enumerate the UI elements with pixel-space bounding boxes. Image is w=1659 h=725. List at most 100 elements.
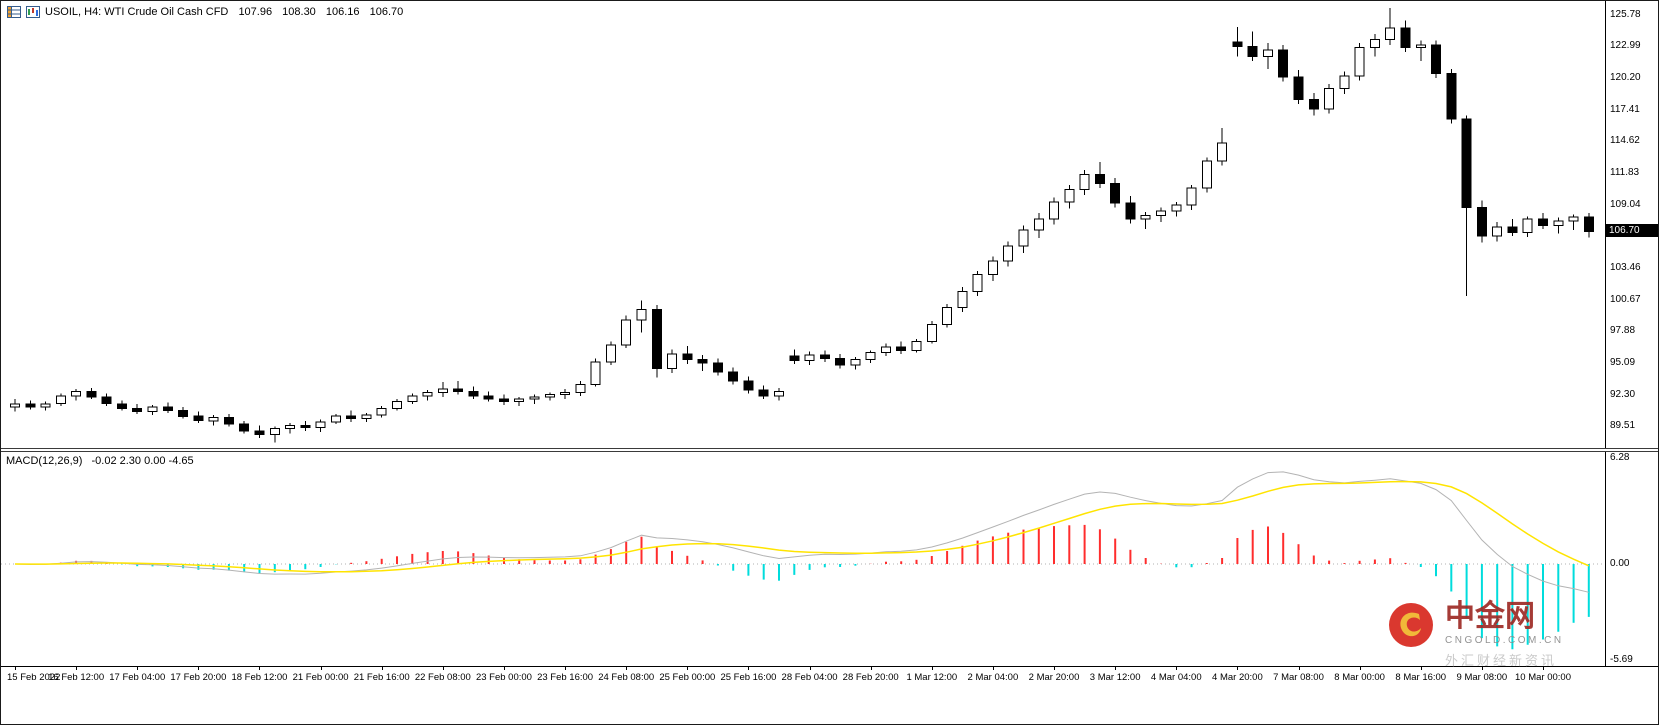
- time-axis[interactable]: 15 Feb 2022 16 Feb 12:00 17 Feb 04:00 17 Fe…: [1, 666, 1658, 689]
- candle: [865, 350, 876, 363]
- price-axis-label: 114.62: [1610, 135, 1640, 147]
- time-axis-label: 7 Mar 08:00: [1273, 672, 1324, 683]
- price-axis-label: 95.09: [1610, 357, 1636, 369]
- candle: [300, 420, 311, 431]
- macd-line: [14, 471, 1589, 593]
- time-axis-tick: [76, 667, 78, 670]
- candle: [1064, 184, 1075, 209]
- table-icon[interactable]: [7, 6, 21, 18]
- candle: [1003, 241, 1014, 267]
- time-axis-tick: [870, 667, 872, 670]
- candle: [86, 387, 97, 400]
- time-axis-tick: [198, 667, 200, 670]
- candle: [25, 400, 36, 410]
- candle: [499, 394, 509, 405]
- candle: [1446, 69, 1457, 124]
- candle: [117, 400, 127, 411]
- candle: [1339, 71, 1350, 94]
- macd-chart[interactable]: [1, 452, 1605, 666]
- close-value: 106.70: [369, 6, 404, 18]
- candle: [1201, 157, 1212, 193]
- candle: [1094, 162, 1105, 189]
- candle: [453, 381, 464, 395]
- time-axis-label: 17 Feb 20:00: [170, 672, 227, 683]
- candle: [269, 426, 280, 443]
- chart-title: USOIL, H4: WTI Crude Oil Cash CFD 107.96…: [45, 6, 403, 18]
- candle: [254, 425, 265, 438]
- indicator-axis[interactable]: 6.28 0.00 -5.69: [1605, 452, 1657, 666]
- candle: [422, 390, 433, 401]
- candle: [605, 341, 616, 366]
- candle: [1568, 214, 1579, 231]
- current-price-tag: 106.70: [1606, 224, 1658, 238]
- candle: [1110, 178, 1121, 208]
- time-axis-label: 28 Feb 04:00: [781, 672, 838, 683]
- time-axis-tick: [442, 667, 444, 670]
- candle: [575, 381, 586, 396]
- candle: [1354, 43, 1365, 81]
- candle: [392, 399, 402, 411]
- candle: [850, 357, 861, 370]
- indicator-axis-label: 0.00: [1610, 557, 1630, 569]
- candle: [804, 351, 815, 366]
- candle: [376, 406, 387, 418]
- time-axis-tick: [15, 667, 16, 670]
- macd-panel[interactable]: MACD(12,26,9) -0.02 2.30 0.00 -4.65: [1, 452, 1605, 666]
- time-axis-tick: [1054, 667, 1056, 670]
- candle: [1583, 213, 1594, 238]
- bottom-margin: [1, 689, 1658, 724]
- high-value: 108.30: [282, 6, 316, 18]
- time-axis-label: 23 Feb 00:00: [475, 672, 532, 683]
- panel-separator[interactable]: [1, 448, 1658, 452]
- time-axis-label: 3 Mar 12:00: [1089, 672, 1141, 683]
- candle: [728, 367, 739, 385]
- time-axis-label: 25 Feb 16:00: [720, 672, 777, 683]
- candle: [896, 341, 907, 354]
- candle: [682, 345, 693, 364]
- price-axis-label: 122.99: [1610, 40, 1641, 52]
- candle: [1018, 225, 1029, 253]
- candle: [178, 407, 189, 419]
- candle: [1461, 115, 1472, 296]
- candle: [1538, 213, 1548, 229]
- candle: [1140, 212, 1151, 229]
- indicator-values: -0.02 2.30 0.00 -4.65: [91, 455, 194, 467]
- time-axis-tick: [1115, 667, 1117, 670]
- candle: [972, 271, 983, 296]
- mini-chart-icon[interactable]: [26, 6, 40, 18]
- time-axis-tick: [1176, 667, 1178, 670]
- open-value: 107.96: [238, 6, 273, 18]
- time-axis-tick: [259, 667, 261, 670]
- candle: [1186, 184, 1197, 210]
- price-axis-label: 109.04: [1610, 198, 1641, 210]
- candle: [40, 401, 51, 411]
- candle: [208, 415, 219, 426]
- candle: [987, 256, 998, 282]
- candle: [1263, 43, 1273, 70]
- candle: [1247, 31, 1258, 62]
- candle: [346, 410, 357, 422]
- time-axis-label: 16 Feb 12:00: [48, 672, 105, 683]
- candle: [697, 355, 708, 371]
- time-axis-label: 17 Feb 04:00: [109, 672, 166, 683]
- signal-line: [14, 480, 1590, 573]
- candlestick-chart[interactable]: [1, 1, 1605, 448]
- candle: [667, 349, 677, 374]
- time-axis-label: 21 Feb 16:00: [353, 672, 410, 683]
- time-axis-tick: [809, 667, 811, 670]
- chart-header: USOIL, H4: WTI Crude Oil Cash CFD 107.96…: [7, 6, 403, 18]
- candle: [132, 403, 143, 414]
- candle: [774, 387, 784, 401]
- price-chart-area[interactable]: USOIL, H4: WTI Crude Oil Cash CFD 107.96…: [1, 1, 1605, 448]
- time-axis-tick: [320, 667, 322, 670]
- candle: [560, 389, 571, 400]
- low-value: 106.16: [325, 6, 360, 18]
- candle: [758, 385, 769, 400]
- time-axis-label: 18 Feb 12:00: [231, 672, 288, 683]
- candle: [1278, 45, 1289, 82]
- candle: [712, 358, 723, 376]
- time-axis-label: 4 Mar 20:00: [1212, 672, 1263, 683]
- candle: [1400, 20, 1411, 53]
- time-axis-label: 1 Mar 12:00: [906, 672, 958, 683]
- price-axis[interactable]: 106.70 125.78 122.99 120.20 117.41 114.62 111…: [1605, 1, 1658, 448]
